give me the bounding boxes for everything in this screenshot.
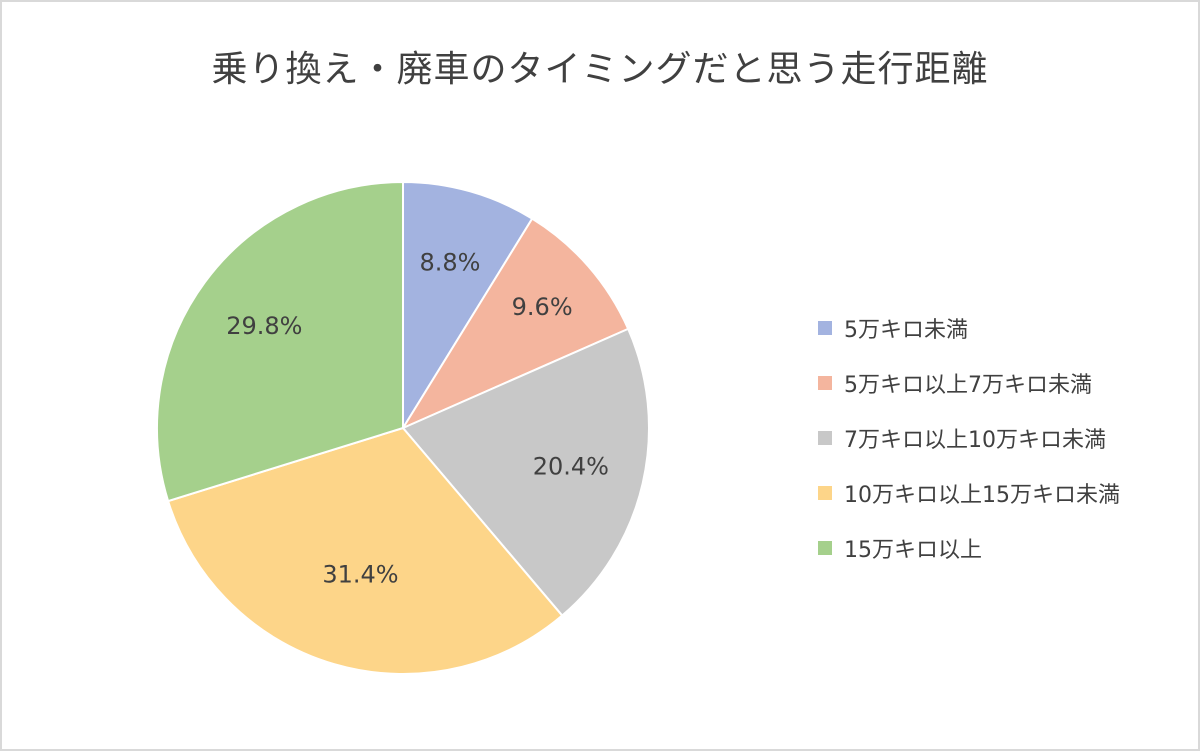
- pie-slice-4: [166, 426, 564, 675]
- legend-swatch: [818, 430, 832, 445]
- legend-item-3: 7万キロ以上10万キロ未満: [818, 410, 1120, 465]
- data-label-4: 31.4%: [322, 560, 398, 588]
- data-label-3: 20.4%: [533, 453, 609, 481]
- pie-slice-3: [401, 327, 650, 617]
- legend-label: 7万キロ以上10万キロ未満: [844, 427, 1106, 453]
- legend-swatch: [818, 540, 832, 555]
- pie-slice-1: [402, 180, 534, 432]
- legend-item-4: 10万キロ以上15万キロ未満: [818, 465, 1120, 520]
- legend-swatch: [818, 485, 832, 500]
- legend-label: 15万キロ以上: [844, 537, 982, 563]
- legend-label: 10万キロ以上15万キロ未満: [844, 482, 1120, 508]
- data-label-5: 29.8%: [226, 312, 302, 340]
- chart-title: 乗り換え・廃車のタイミングだと思う走行距離: [211, 49, 989, 90]
- legend-item-1: 5万キロ未満: [818, 300, 1120, 355]
- data-label-1: 8.8%: [420, 248, 481, 276]
- chart-legend: 5万キロ未満 5万キロ以上7万キロ未満 7万キロ以上10万キロ未満 10万キロ以上15…: [818, 300, 1120, 575]
- legend-item-2: 5万キロ以上7万キロ未満: [818, 355, 1120, 410]
- legend-swatch: [818, 375, 832, 390]
- legend-label: 5万キロ以上7万キロ未満: [844, 372, 1092, 398]
- legend-label: 5万キロ未満: [844, 317, 968, 343]
- pie-slice-2: [400, 217, 630, 431]
- data-label-2: 9.6%: [512, 293, 573, 321]
- pie-slice-5: [156, 180, 404, 503]
- legend-item-5: 15万キロ以上: [818, 520, 1120, 575]
- legend-swatch: [818, 320, 832, 335]
